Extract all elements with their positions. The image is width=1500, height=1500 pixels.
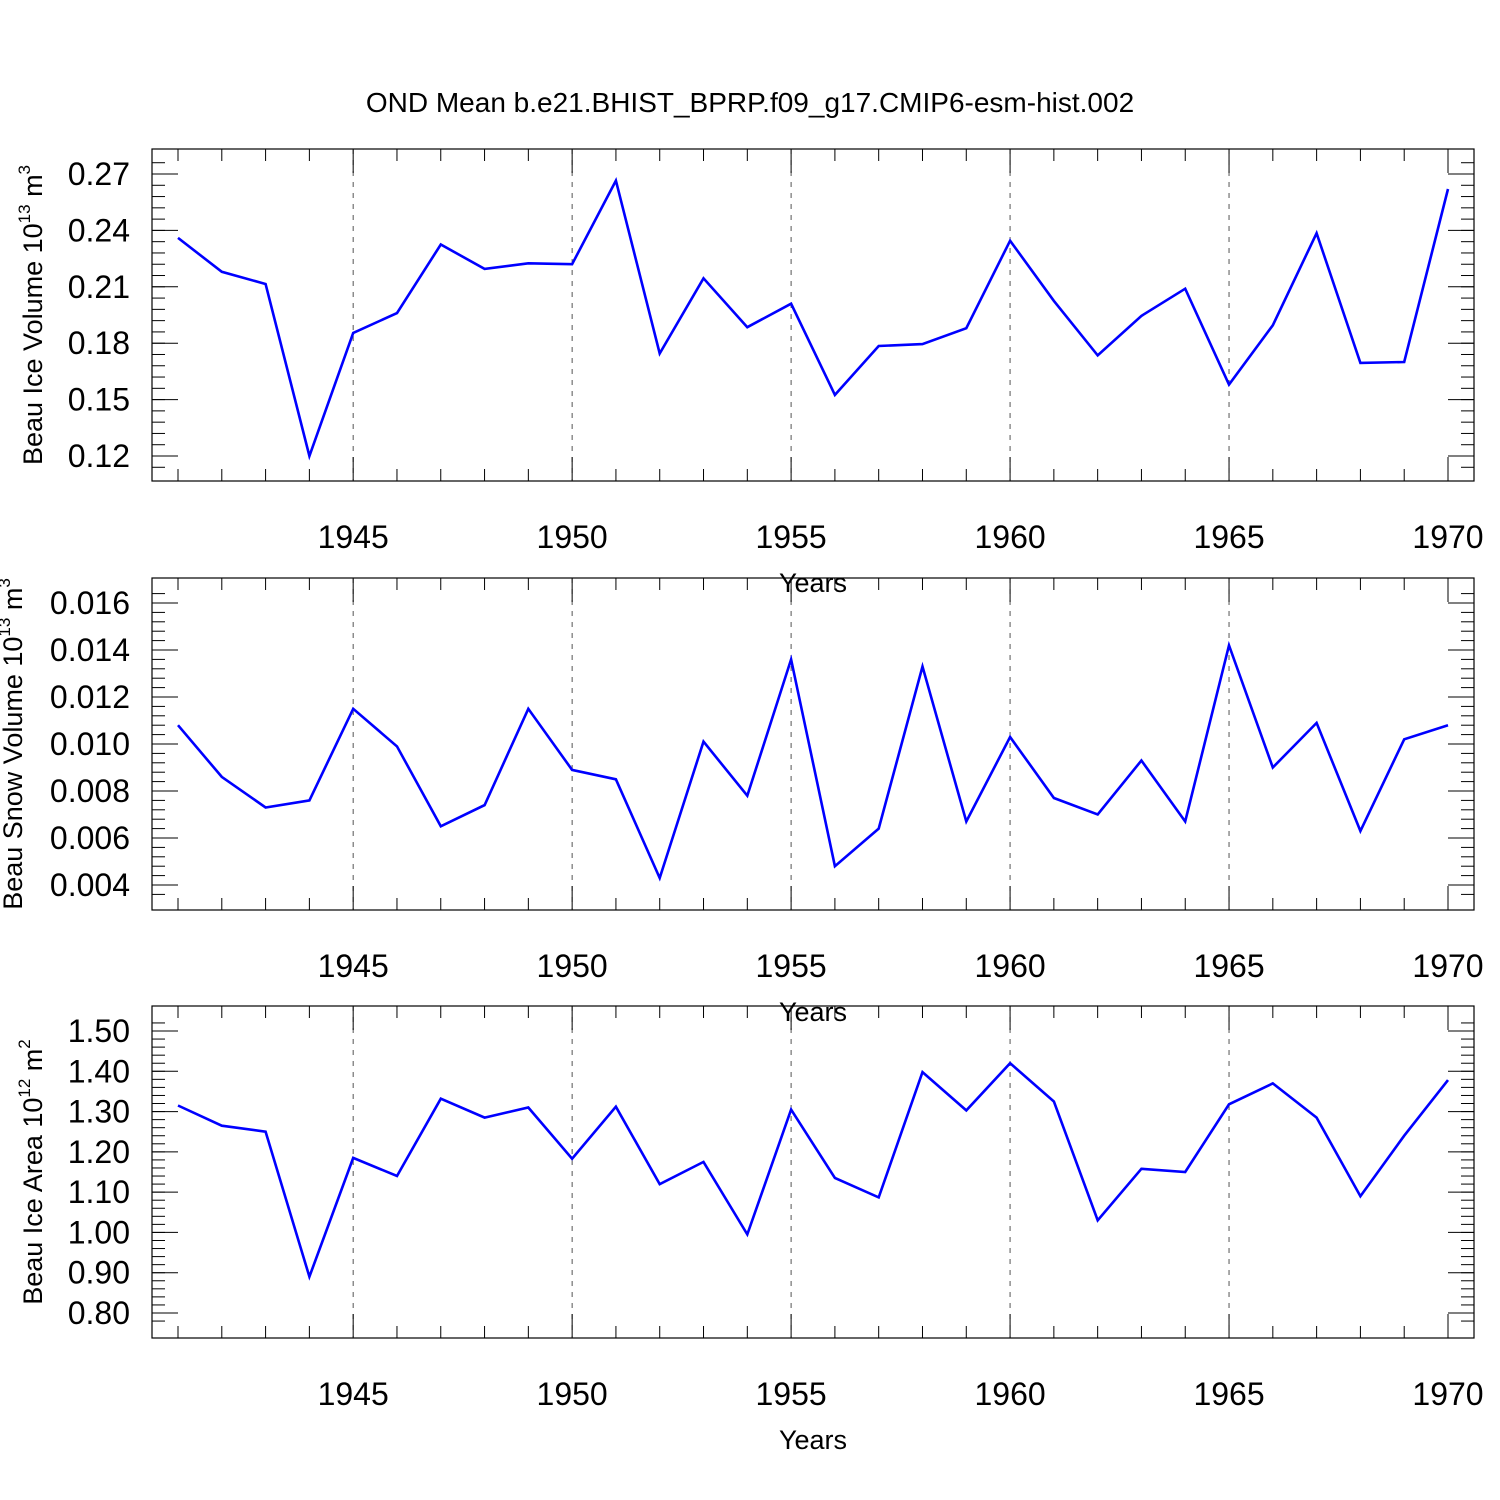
y-axis-title: Beau Ice Volume 1013 m3	[15, 165, 48, 465]
x-axis-title: Years	[779, 997, 847, 1027]
panel-1: 0.12 0.15 0.18 0.21 0.24 0.27 1945 1950 1955 1960…	[15, 148, 1484, 598]
y-tick-label: 1.40	[68, 1053, 130, 1089]
x-tick-label: 1945	[318, 948, 389, 984]
x-tick-label: 1965	[1193, 1376, 1264, 1412]
y-tick-label: 0.004	[50, 867, 130, 903]
x-tick-label: 1965	[1193, 519, 1264, 555]
plot-frame	[151, 1005, 1475, 1339]
series-line	[177, 176, 1450, 461]
y-tick-label: 1.30	[68, 1094, 130, 1130]
x-tick-label: 1965	[1193, 948, 1264, 984]
y-axis-title: Beau Ice Area 1012 m2	[15, 1039, 48, 1305]
x-tick-label: 1950	[537, 519, 608, 555]
series-line	[177, 1061, 1450, 1281]
y-tick-label: 0.24	[68, 212, 130, 248]
y-tick-label: 0.27	[68, 156, 130, 192]
y-tick-label: 0.12	[68, 438, 130, 474]
y-tick-label: 0.016	[50, 585, 130, 621]
x-tick-label: 1950	[537, 948, 608, 984]
x-tick-label: 1970	[1412, 948, 1483, 984]
x-tick-label: 1955	[756, 1376, 827, 1412]
y-tick-label: 0.80	[68, 1295, 130, 1331]
x-tick-label: 1970	[1412, 1376, 1483, 1412]
y-tick-label: 1.50	[68, 1013, 130, 1049]
x-axis-title: Years	[779, 568, 847, 598]
x-axis-title: Years	[779, 1425, 847, 1455]
x-tick-label: 1970	[1412, 519, 1483, 555]
panels: 0.12 0.15 0.18 0.21 0.24 0.27 1945 1950 1955 1960…	[0, 148, 1484, 1455]
figure-title: OND Mean b.e21.BHIST_BPRP.f09_g17.CMIP6-…	[366, 87, 1134, 118]
y-tick-label: 0.006	[50, 820, 130, 856]
y-tick-label: 0.010	[50, 726, 130, 762]
x-tick-label: 1955	[756, 519, 827, 555]
y-axis-title: Beau Snow Volume 1013 m3	[0, 578, 28, 910]
plot-frame	[151, 577, 1475, 911]
y-tick-label: 1.20	[68, 1134, 130, 1170]
y-tick-label: 0.90	[68, 1255, 130, 1291]
y-tick-label: 0.012	[50, 679, 130, 715]
y-tick-label: 0.21	[68, 269, 130, 305]
x-tick-label: 1960	[974, 1376, 1045, 1412]
y-tick-label: 0.014	[50, 632, 130, 668]
x-tick-label: 1945	[318, 1376, 389, 1412]
plot-frame	[151, 148, 1475, 482]
y-tick-label: 0.15	[68, 382, 130, 418]
x-tick-label: 1945	[318, 519, 389, 555]
x-tick-label: 1960	[974, 519, 1045, 555]
y-tick-label: 1.10	[68, 1174, 130, 1210]
y-tick-label: 0.008	[50, 773, 130, 809]
panel-3: 0.80 0.90 1.00 1.10 1.20 1.30 1.40 1.50 1945 1950…	[15, 1005, 1484, 1455]
x-tick-label: 1960	[974, 948, 1045, 984]
series-line	[177, 640, 1449, 882]
x-tick-label: 1950	[537, 1376, 608, 1412]
y-tick-label: 0.18	[68, 325, 130, 361]
y-tick-label: 1.00	[68, 1214, 130, 1250]
x-tick-label: 1955	[756, 948, 827, 984]
panel-2: 0.004 0.006 0.008 0.010 0.012 0.014 0.016 1945 1…	[0, 577, 1484, 1027]
